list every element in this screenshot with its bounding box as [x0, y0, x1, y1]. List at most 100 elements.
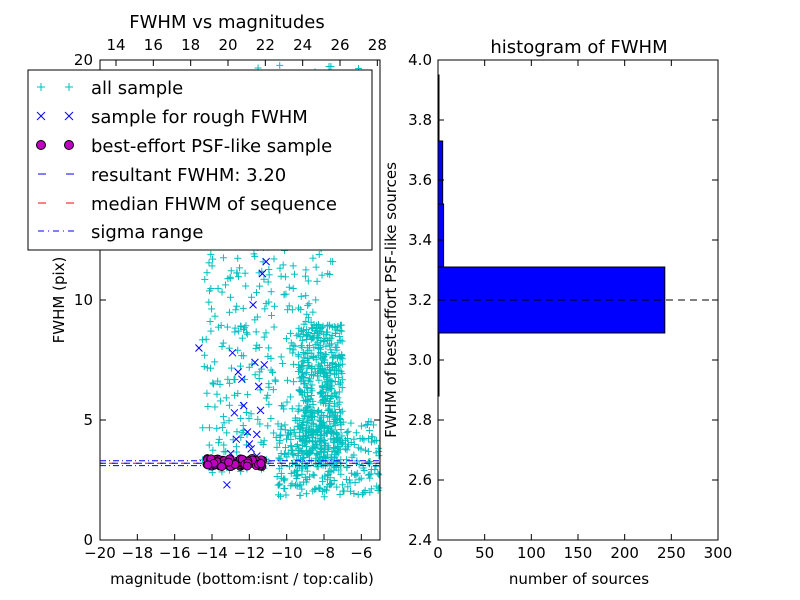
all-sample-point: [256, 420, 264, 428]
all-sample-point: [209, 255, 217, 263]
all-sample-point: [242, 408, 250, 416]
all-sample-point: [319, 452, 327, 460]
all-sample-point: [297, 292, 305, 300]
all-sample-point: [335, 380, 343, 388]
all-sample-point: [313, 451, 321, 459]
all-sample-point: [302, 383, 310, 391]
all-sample-point: [308, 324, 316, 332]
all-sample-point: [328, 408, 336, 416]
all-sample-point: [227, 364, 235, 372]
all-sample-point: [316, 448, 324, 456]
all-sample-point: [203, 389, 211, 397]
histogram-y-tick-label: 2.4: [408, 531, 432, 549]
legend-label-median-fwhm: median FHWM of sequence: [91, 194, 337, 215]
all-sample-point: [268, 368, 276, 376]
all-sample-point: [352, 429, 360, 437]
all-sample-point: [285, 283, 293, 291]
all-sample-point: [256, 368, 264, 376]
all-sample-point: [307, 392, 315, 400]
rough-sample-point: [243, 428, 252, 436]
all-sample-point: [253, 289, 261, 297]
all-sample-point: [343, 446, 351, 454]
all-sample-point: [298, 391, 306, 399]
all-sample-point: [318, 412, 326, 420]
all-sample-point: [320, 418, 328, 426]
all-sample-point: [274, 481, 282, 489]
all-sample-point: [207, 250, 215, 258]
all-sample-point: [375, 444, 383, 452]
histogram-y-tick-label: 2.8: [408, 411, 432, 429]
all-sample-point: [199, 424, 207, 432]
all-sample-point: [324, 424, 332, 432]
all-sample-point: [372, 449, 380, 457]
all-sample-point: [338, 384, 346, 392]
histogram-x-tick-label: 100: [517, 544, 546, 562]
all-sample-point: [317, 350, 325, 358]
all-sample-point: [272, 433, 280, 441]
all-sample-point: [302, 318, 310, 326]
all-sample-point: [264, 391, 272, 399]
all-sample-point: [255, 374, 263, 382]
all-sample-point: [251, 371, 259, 379]
all-sample-point: [339, 481, 347, 489]
histogram-x-tick-label: 50: [475, 544, 494, 562]
all-sample-point: [330, 402, 338, 410]
all-sample-point: [336, 326, 344, 334]
all-sample-point: [209, 379, 217, 387]
all-sample-point: [317, 417, 325, 425]
rough-sample-point: [230, 408, 239, 417]
all-sample-point: [327, 257, 335, 265]
all-sample-point: [273, 443, 281, 451]
all-sample-point: [236, 264, 244, 272]
all-sample-point: [287, 469, 295, 477]
all-sample-point: [319, 436, 327, 444]
legend-label-all-sample: all sample: [91, 78, 183, 99]
rough-sample-point: [252, 430, 261, 439]
all-sample-point: [223, 429, 231, 437]
all-sample-point: [323, 391, 331, 399]
all-sample-point: [294, 407, 302, 415]
all-sample-point: [256, 282, 264, 290]
all-sample-point: [367, 418, 375, 426]
all-sample-point: [318, 393, 326, 401]
all-sample-point: [241, 269, 249, 277]
all-sample-point: [286, 393, 294, 401]
all-sample-point: [363, 421, 371, 429]
all-sample-point: [316, 341, 324, 349]
legend-label-sigma-range: sigma range: [91, 222, 203, 243]
all-sample-point: [339, 418, 347, 426]
all-sample-point: [298, 337, 306, 345]
all-sample-point: [301, 272, 309, 280]
all-sample-point: [270, 255, 278, 263]
all-sample-point: [223, 323, 231, 331]
all-sample-point: [270, 429, 278, 437]
scatter-x-label: magnitude (bottom:isnt / top:calib): [110, 570, 374, 588]
all-sample-point: [233, 302, 241, 310]
all-sample-point: [279, 360, 287, 368]
all-sample-point: [316, 431, 324, 439]
all-sample-point: [366, 488, 374, 496]
all-sample-point: [231, 324, 239, 332]
scatter-x-tick-label: −10: [271, 544, 303, 562]
all-sample-point: [240, 352, 248, 360]
all-sample-point: [267, 415, 275, 423]
all-sample-point: [312, 485, 320, 493]
all-sample-point: [305, 362, 313, 370]
all-sample-point: [218, 288, 226, 296]
all-sample-point: [233, 428, 241, 436]
rough-sample-point: [247, 444, 256, 453]
all-sample-point: [219, 339, 227, 347]
all-sample-point: [225, 308, 233, 316]
all-sample-point: [306, 395, 314, 403]
all-sample-point: [296, 491, 304, 499]
rough-sample-point: [254, 382, 263, 391]
all-sample-point: [335, 388, 343, 396]
all-sample-point: [301, 440, 309, 448]
all-sample-point: [278, 422, 286, 430]
all-sample-point: [336, 490, 344, 498]
all-sample-point: [265, 271, 273, 279]
all-sample-point: [300, 354, 308, 362]
histogram-title: histogram of FWHM: [490, 37, 667, 58]
all-sample-point: [220, 441, 228, 449]
all-sample-point: [297, 425, 305, 433]
